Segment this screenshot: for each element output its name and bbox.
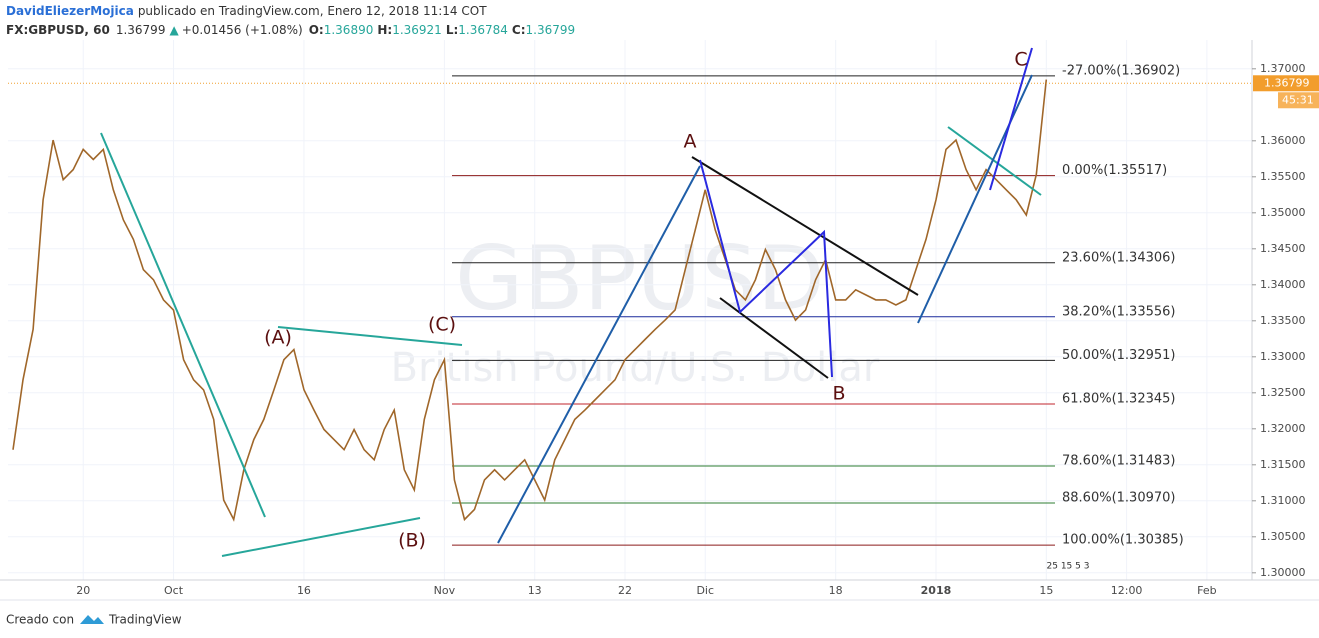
x-tick-label: 12:00 — [1111, 584, 1143, 597]
y-tick-label: 1.33000 — [1260, 350, 1306, 363]
countdown-label: 45:31 — [1282, 93, 1314, 106]
fib-label: 23.60%(1.34306) — [1062, 250, 1175, 265]
footer-created: Creado con — [6, 613, 74, 627]
y-tick-label: 1.30500 — [1260, 530, 1306, 543]
published: publicado en TradingView.com, Enero 12, … — [138, 4, 487, 18]
fib-label: 0.00%(1.35517) — [1062, 163, 1167, 178]
o-label: O: — [309, 23, 324, 37]
high: 1.36921 — [392, 23, 442, 37]
x-tick-label: 2018 — [921, 584, 952, 597]
symbol: FX:GBPUSD, 60 — [6, 23, 110, 37]
fib-label: 38.20%(1.33556) — [1062, 304, 1175, 319]
x-tick-label: 20 — [76, 584, 90, 597]
drawings — [100, 47, 1042, 557]
fib-label: 100.00%(1.30385) — [1062, 533, 1184, 548]
x-tick-label: Dic — [696, 584, 714, 597]
price-tag-label: 1.36799 — [1264, 76, 1310, 89]
h-label: H: — [377, 23, 392, 37]
close: 1.36799 — [526, 23, 576, 37]
fib-label: 88.60%(1.30970) — [1062, 490, 1175, 505]
l-label: L: — [446, 23, 458, 37]
fib-label: -27.00%(1.36902) — [1062, 63, 1180, 78]
footer-brand[interactable]: TradingView — [108, 613, 182, 627]
wave-label: B — [832, 383, 845, 405]
plot — [8, 79, 1252, 522]
x-tick-label: 16 — [297, 584, 311, 597]
x-tick-label: Nov — [434, 584, 456, 597]
x-tick-label: 13 — [528, 584, 542, 597]
event-counts: 25 15 5 3 — [1047, 562, 1090, 572]
y-tick-label: 1.34000 — [1260, 278, 1306, 291]
y-tick-label: 1.31000 — [1260, 494, 1306, 507]
wave-label: (C) — [428, 314, 456, 336]
fib-label: 61.80%(1.32345) — [1062, 391, 1175, 406]
y-tick-label: 1.36000 — [1260, 134, 1306, 147]
x-tick-label: 22 — [618, 584, 632, 597]
y-tick-label: 1.34500 — [1260, 242, 1306, 255]
y-tick-label: 1.37000 — [1260, 62, 1306, 75]
y-tick-label: 1.35500 — [1260, 170, 1306, 183]
c-label: C: — [512, 23, 526, 37]
open: 1.36890 — [324, 23, 374, 37]
y-tick-label: 1.32000 — [1260, 422, 1306, 435]
x-tick-label: 18 — [829, 584, 843, 597]
annotations: A B C (A) (B) (C) — [264, 49, 1028, 552]
wave-label: (A) — [264, 327, 292, 349]
fib-levels: -27.00%(1.36902) 0.00%(1.35517) 23.60%(1.3… — [452, 63, 1184, 548]
y-tick-label: 1.30000 — [1260, 566, 1306, 579]
fib-label: 50.00%(1.32951) — [1062, 348, 1175, 363]
header-line2: FX:GBPUSD, 60 1.36799 ▲ +0.01456 (+1.08%) O:… — [6, 23, 575, 37]
price-tag — [1253, 75, 1319, 92]
price-line — [12, 79, 1048, 522]
author: DavidEliezerMojica — [6, 4, 134, 18]
x-tick-label: 15 — [1039, 584, 1053, 597]
last: 1.36799 — [116, 23, 166, 37]
arrow: ▲ — [169, 23, 179, 37]
watermark-description: British Pound/U.S. Dollar — [391, 345, 880, 391]
countdown-tag — [1278, 92, 1319, 109]
y-tick-label: 1.35000 — [1260, 206, 1306, 219]
x-tick-label: Oct — [164, 584, 184, 597]
wave-label: A — [684, 131, 697, 153]
axes: 1.30000 1.30500 1.31000 1.31500 1.32000 1.325… — [76, 62, 1319, 597]
y-tick-label: 1.31500 — [1260, 458, 1306, 471]
y-tick-label: 1.33500 — [1260, 314, 1306, 327]
y-tick-label: 1.32500 — [1260, 386, 1306, 399]
wave-label: C — [1014, 49, 1027, 71]
fib-label: 78.60%(1.31483) — [1062, 454, 1175, 469]
x-tick-label: Feb — [1197, 584, 1216, 597]
wave-label: (B) — [398, 530, 426, 552]
header-line1: DavidEliezerMojica publicado en TradingVi… — [6, 4, 487, 18]
brand-logo — [80, 615, 104, 624]
change: +0.01456 (+1.08%) — [182, 23, 303, 37]
low: 1.36784 — [458, 23, 508, 37]
